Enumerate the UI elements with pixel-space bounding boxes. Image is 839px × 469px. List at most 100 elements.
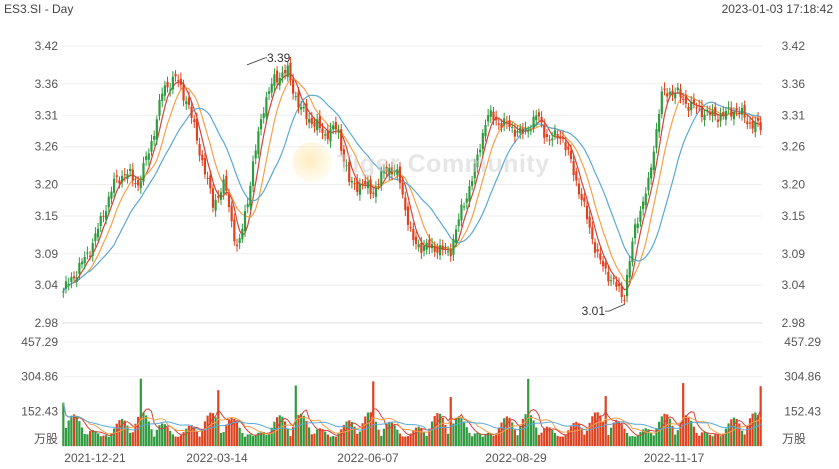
candle-body — [262, 113, 265, 119]
candle-body — [738, 113, 741, 115]
volume-bar — [203, 421, 207, 446]
volume-bar — [620, 424, 623, 446]
volume-bar — [700, 432, 703, 446]
candle-body — [177, 80, 180, 82]
candle-body — [72, 276, 76, 279]
high-annotation-label: 3.39 — [267, 51, 291, 65]
candle-body — [366, 181, 370, 189]
volume-bar — [281, 416, 284, 446]
candle-body — [711, 110, 714, 117]
candle-body — [444, 247, 447, 249]
candle-body — [658, 113, 661, 132]
candle-body — [756, 118, 760, 121]
candle-body — [484, 125, 487, 137]
volume-bar — [513, 429, 516, 446]
candle-body — [83, 257, 86, 264]
volume-bar — [748, 418, 752, 446]
candle-body — [217, 196, 220, 198]
candle-body — [593, 242, 597, 253]
candle-body — [300, 106, 303, 110]
volume-bar — [682, 383, 685, 446]
volume-bar — [454, 418, 458, 446]
volume-bar — [417, 426, 420, 446]
candle-body — [708, 111, 712, 115]
volume-bar — [179, 435, 182, 446]
candle-body — [246, 203, 249, 208]
volume-bar — [398, 433, 402, 446]
volume-bar — [674, 434, 677, 446]
candle-body — [497, 123, 500, 125]
candle-body — [390, 167, 394, 175]
candle-body — [706, 109, 709, 112]
volume-bar — [652, 435, 655, 446]
candle-body — [94, 233, 97, 241]
candle-body — [572, 161, 575, 176]
volume-bar — [708, 434, 712, 446]
candle-body — [273, 74, 276, 86]
volume-bar — [316, 429, 319, 446]
volume-bar — [583, 434, 586, 446]
volume-bar — [326, 434, 329, 446]
volume-bar — [545, 426, 549, 446]
candle-body — [553, 130, 557, 136]
volume-bar — [623, 428, 626, 446]
candle-body — [604, 262, 607, 269]
candle-body — [385, 166, 388, 172]
volume-bar — [604, 396, 607, 446]
volume-bar — [687, 416, 690, 446]
volume-bar — [422, 431, 426, 446]
candle-body — [433, 246, 436, 252]
volume-bar — [553, 433, 557, 446]
volume-bar — [668, 418, 671, 446]
volume-bar — [278, 415, 281, 446]
volume-bar — [158, 425, 161, 446]
candle-body — [155, 119, 158, 140]
candle-body — [238, 238, 241, 243]
candle-body — [163, 85, 166, 96]
volume-bar — [305, 420, 308, 446]
volume-bar — [727, 423, 730, 446]
volume-bar — [401, 436, 404, 446]
candle-body — [145, 156, 148, 160]
candle-body — [158, 99, 161, 116]
volume-bar — [679, 422, 682, 446]
volume-bar — [246, 434, 249, 446]
volume-bar — [572, 422, 575, 446]
candle-body — [198, 143, 201, 156]
candle-body — [278, 77, 281, 86]
volume-bar — [471, 436, 474, 446]
candle-body — [289, 62, 292, 81]
candle-body — [161, 93, 164, 101]
candle-body — [86, 252, 89, 254]
volume-bar — [698, 435, 701, 446]
volume-bar — [67, 420, 70, 446]
volume-bar — [703, 431, 706, 446]
volume-bar — [505, 416, 508, 446]
candle-body — [679, 88, 682, 98]
volume-bar — [695, 432, 698, 446]
volume-bar — [308, 427, 311, 446]
candle-body — [67, 284, 70, 286]
candle-body — [735, 108, 738, 111]
volume-bar — [529, 415, 532, 446]
volume-bar — [441, 417, 444, 446]
volume-bar — [428, 428, 431, 446]
candle-body — [479, 149, 482, 153]
volume-bar — [129, 432, 132, 446]
volume-bar — [535, 427, 538, 446]
volume-bar — [273, 421, 276, 446]
volume-bar — [249, 434, 252, 446]
volume-bar — [503, 418, 506, 446]
volume-bar — [393, 425, 396, 446]
volume-bar — [206, 415, 209, 446]
candle-body — [318, 116, 321, 129]
volume-bar — [476, 432, 479, 446]
price-tick-left: 3.15 — [35, 209, 59, 223]
volume-bar — [166, 427, 169, 446]
volume-bar — [131, 432, 134, 446]
volume-bar — [353, 426, 356, 446]
volume-bar — [86, 434, 89, 446]
candle-body — [316, 119, 319, 131]
candle-body — [131, 169, 134, 181]
